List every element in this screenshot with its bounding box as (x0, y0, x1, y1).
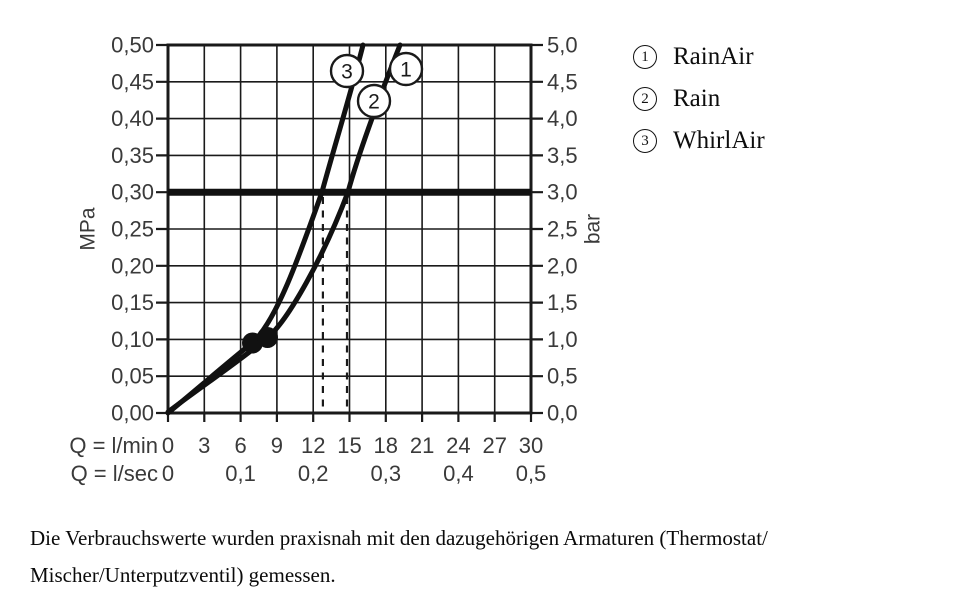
x-tick-lsec-05: 0,5 (516, 461, 547, 486)
right-tick-40: 4,0 (547, 106, 578, 131)
x-tick-lmin-9: 9 (271, 433, 283, 458)
curve-whirlair (165, 42, 366, 416)
flow-pressure-chart: 3 2 1 0,50 0,45 0,40 0,35 0,30 0,25 0,20… (69, 33, 605, 487)
legend-marker-2-icon: 2 (633, 87, 657, 111)
x-tick-lmin-24: 24 (446, 433, 470, 458)
x-tick-lmin-12: 12 (301, 433, 325, 458)
x-tick-lsec-01: 0,1 (225, 461, 256, 486)
curve-marker-2-number: 2 (368, 91, 380, 114)
curve-marker-1: 1 (388, 51, 424, 87)
x-tick-lsec-04: 0,4 (443, 461, 474, 486)
x-tick-lmin-21: 21 (410, 433, 434, 458)
left-tick-020: 0,20 (111, 253, 154, 278)
right-axis-ticks (531, 43, 543, 415)
legend: 1 RainAir 2 Rain 3 WhirlAir (633, 43, 765, 169)
legend-item-whirlair: 3 WhirlAir (633, 127, 765, 155)
left-tick-000: 0,00 (111, 401, 154, 426)
legend-item-rainair: 1 RainAir (633, 43, 765, 71)
legend-marker-1-icon: 1 (633, 45, 657, 69)
left-axis-ticks (156, 43, 168, 415)
right-tick-50: 5,0 (547, 33, 578, 58)
x-axis-row1-label: Q = l/min (69, 433, 158, 458)
legend-label-whirlair: WhirlAir (673, 127, 765, 154)
curve-marker-2: 2 (356, 83, 392, 119)
x-tick-lsec-0: 0 (162, 461, 174, 486)
left-axis-unit-mpa: MPa (77, 207, 100, 251)
right-tick-30: 3,0 (547, 180, 578, 205)
left-tick-005: 0,05 (111, 364, 154, 389)
right-tick-35: 3,5 (547, 143, 578, 168)
x-tick-lmin-18: 18 (374, 433, 398, 458)
left-tick-045: 0,45 (111, 69, 154, 94)
right-tick-10: 1,0 (547, 327, 578, 352)
left-tick-050: 0,50 (111, 33, 154, 58)
left-tick-040: 0,40 (111, 106, 154, 131)
left-tick-025: 0,25 (111, 217, 154, 242)
right-axis-unit-bar: bar (582, 214, 605, 244)
x-tick-lsec-02: 0,2 (298, 461, 329, 486)
left-tick-015: 0,15 (111, 290, 154, 315)
x-tick-lmin-3: 3 (198, 433, 210, 458)
left-tick-030: 0,30 (111, 180, 154, 205)
right-tick-20: 2,0 (547, 253, 578, 278)
left-tick-035: 0,35 (111, 143, 154, 168)
x-tick-lsec-03: 0,3 (371, 461, 402, 486)
right-tick-05: 0,5 (547, 364, 578, 389)
curve-rain-rainair (165, 42, 403, 415)
legend-marker-3-icon: 3 (633, 129, 657, 153)
junction-dot-right (257, 327, 278, 348)
legend-label-rain: Rain (673, 85, 721, 112)
x-tick-lmin-6: 6 (234, 433, 246, 458)
legend-label-rainair: RainAir (673, 43, 754, 70)
x-tick-lmin-0: 0 (162, 433, 174, 458)
footnote: Die Verbrauchswerte wurden praxisnah mit… (30, 520, 930, 594)
x-tick-lmin-15: 15 (337, 433, 361, 458)
right-tick-25: 2,5 (547, 217, 578, 242)
curve-marker-3-number: 3 (341, 61, 353, 84)
footnote-line-1: Die Verbrauchswerte wurden praxisnah mit… (30, 526, 768, 550)
left-tick-010: 0,10 (111, 327, 154, 352)
curve-marker-1-number: 1 (400, 59, 412, 82)
x-axis-row2-label: Q = l/sec (71, 461, 158, 486)
legend-item-rain: 2 Rain (633, 85, 765, 113)
curve-marker-3: 3 (329, 53, 365, 89)
right-tick-00: 0,0 (547, 401, 578, 426)
x-tick-lmin-27: 27 (482, 433, 506, 458)
x-tick-lmin-30: 30 (519, 433, 543, 458)
right-tick-15: 1,5 (547, 290, 578, 315)
right-tick-45: 4,5 (547, 69, 578, 94)
footnote-line-2: Mischer/Unterputzventil) gemessen. (30, 563, 336, 587)
bottom-axis-ticks (166, 413, 533, 422)
